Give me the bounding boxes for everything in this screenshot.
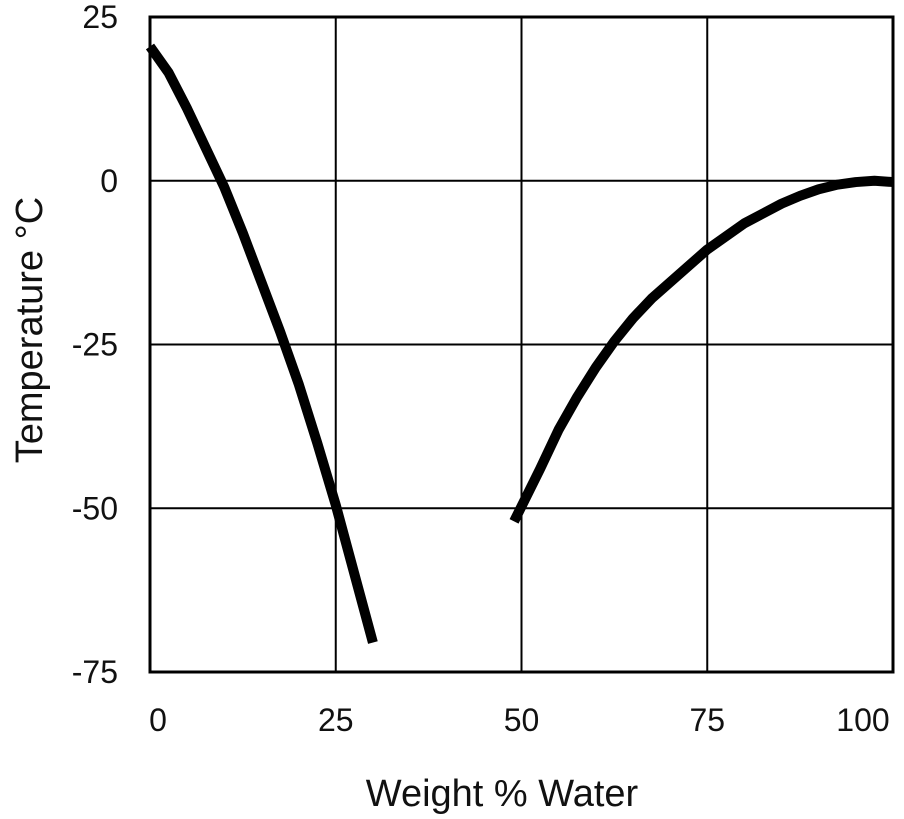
y-tick-label: 0 xyxy=(100,163,118,199)
plot-frame xyxy=(148,15,895,674)
series-group xyxy=(145,43,894,644)
y-tick-labels: 25 0 -25 -50 -75 xyxy=(72,0,118,690)
x-tick-label: 100 xyxy=(836,702,889,738)
series-line-0 xyxy=(145,43,378,644)
y-tick-label: -75 xyxy=(72,654,118,690)
x-tick-label: 50 xyxy=(504,702,540,738)
y-tick-label: 25 xyxy=(82,0,118,35)
x-tick-label: 0 xyxy=(149,702,167,738)
x-tick-label: 25 xyxy=(318,702,354,738)
series-line-1 xyxy=(509,175,894,524)
y-tick-label: -50 xyxy=(72,490,118,526)
x-axis-title: Weight % Water xyxy=(366,773,639,815)
x-tick-label: 75 xyxy=(689,702,725,738)
y-axis-title: Temperature °C xyxy=(9,197,51,464)
y-tick-label: -25 xyxy=(72,327,118,363)
grid xyxy=(149,16,894,673)
x-tick-labels: 0 25 50 75 100 xyxy=(149,702,890,738)
